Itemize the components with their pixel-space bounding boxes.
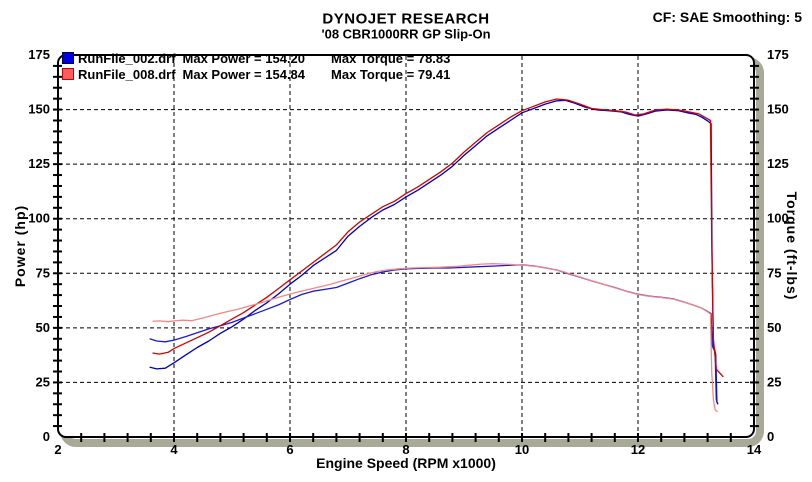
x-tick-label: 2 [54, 442, 61, 457]
power-tick-label: 150 [28, 102, 50, 117]
x-tick-label: 10 [515, 442, 529, 457]
run-subtitle: '08 CBR1000RR GP Slip-On [321, 26, 491, 42]
legend: RunFile_002.drf Max Power = 154.20 Max Tor… [62, 50, 450, 82]
power-axis-title: Power (hp) [12, 204, 28, 288]
power-tick-label: 100 [28, 211, 50, 226]
power-tick-label: 50 [36, 320, 50, 335]
torque-tick-label: 125 [767, 156, 789, 171]
torque-tick-label: 0 [767, 429, 774, 444]
torque-tick-label: 50 [767, 320, 781, 335]
legend-max-torque-label: Max Torque = 79.41 [331, 66, 451, 82]
series-runfile-008-drf-power [152, 98, 724, 378]
power-tick-label: 0 [43, 429, 50, 444]
correction-smoothing-label: CF: SAE Smoothing: 5 [652, 9, 802, 25]
torque-tick-label: 150 [767, 102, 789, 117]
series-runfile-002-drf-power [149, 99, 719, 405]
legend-item: RunFile_008.drf Max Power = 154.84 Max Tor… [62, 66, 450, 82]
legend-file-label: RunFile_002.drf [78, 50, 176, 66]
legend-color-swatch-icon [62, 68, 74, 80]
torque-tick-label: 25 [767, 374, 781, 389]
gridlines [59, 56, 753, 436]
series-runfile-008-drf-torque [152, 263, 718, 413]
torque-tick-label: 100 [767, 211, 789, 226]
power-tick-label: 175 [28, 47, 50, 62]
legend-max-torque-label: Max Torque = 78.83 [331, 50, 451, 66]
legend-file-label: RunFile_008.drf [78, 66, 176, 82]
power-tick-label: 125 [28, 156, 50, 171]
axis-ticks [53, 64, 759, 442]
dyno-curves [149, 98, 724, 413]
torque-tick-label: 175 [767, 47, 789, 62]
x-tick-label: 8 [402, 442, 409, 457]
legend-max-power-label: Max Power = 154.84 [182, 66, 306, 82]
power-tick-label: 25 [36, 374, 50, 389]
x-tick-label: 14 [747, 442, 762, 457]
torque-axis-title: Torque (ft-lbs) [784, 191, 800, 301]
legend-max-power-label: Max Power = 154.20 [182, 50, 306, 66]
tick-labels: 2 4 6 8 10 12 14 0 25 50 75 100 125 150 175 0 25 50 75 100 1… [28, 47, 788, 457]
torque-tick-label: 75 [767, 265, 781, 280]
x-tick-label: 12 [631, 442, 645, 457]
x-tick-label: 6 [286, 442, 293, 457]
power-tick-label: 75 [36, 265, 50, 280]
legend-item: RunFile_002.drf Max Power = 154.20 Max Tor… [62, 50, 450, 66]
x-tick-label: 4 [170, 442, 178, 457]
page-title: DYNOJET RESEARCH [322, 10, 490, 28]
legend-color-swatch-icon [62, 52, 74, 64]
rpm-axis-title: Engine Speed (RPM x1000) [316, 455, 496, 471]
